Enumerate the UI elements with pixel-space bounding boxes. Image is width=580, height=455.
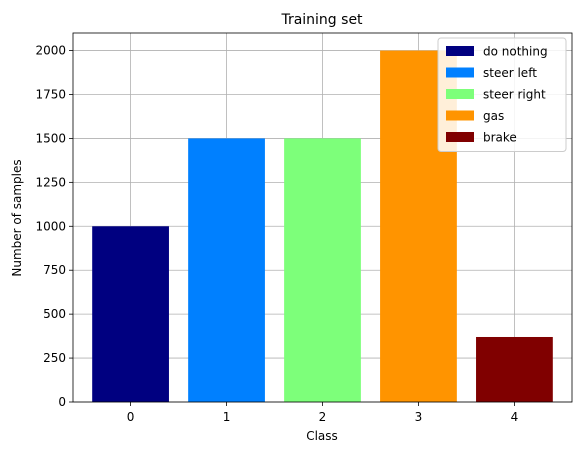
legend: do nothing steer left steer right gas brake (437, 37, 567, 152)
legend-label: steer right (483, 88, 546, 102)
legend-swatch (446, 110, 474, 121)
y-tick-label: 1500 (35, 131, 66, 145)
y-tick-label: 250 (43, 351, 66, 365)
chart-title: Training set (280, 12, 363, 28)
legend-label: do nothing (483, 45, 548, 59)
legend-swatch (446, 46, 474, 56)
axes: 0 250 500 750 1000 1250 1500 1750 2000 0 1 2 3 4 (35, 32, 573, 424)
x-tick-label: 3 (415, 410, 423, 424)
legend-label: gas (483, 109, 504, 123)
y-tick-label: 500 (43, 307, 66, 321)
legend-label: steer left (483, 66, 537, 80)
y-tick-label: 1000 (35, 219, 66, 233)
bar-2 (284, 138, 361, 402)
x-axis-label: Class (306, 429, 338, 443)
y-tick-label: 2000 (35, 44, 66, 58)
y-tick-label: 1250 (35, 175, 66, 189)
y-tick-label: 1750 (35, 88, 66, 102)
bars (92, 50, 553, 402)
x-tick-label: 4 (511, 410, 519, 424)
legend-box (437, 37, 567, 152)
bar-4 (476, 336, 553, 402)
legend-label: brake (483, 131, 517, 145)
bar-0 (92, 226, 169, 402)
legend-swatch (446, 132, 474, 142)
bar-1 (188, 138, 265, 402)
x-tick-label: 2 (319, 410, 327, 424)
y-axis-label: Number of samples (10, 159, 24, 276)
y-tick-label: 0 (58, 395, 66, 409)
x-tick-label: 1 (223, 410, 231, 424)
x-tick-label: 0 (127, 410, 135, 424)
y-tick-label: 750 (43, 263, 66, 277)
legend-swatch (446, 67, 474, 78)
legend-swatch (446, 89, 474, 99)
